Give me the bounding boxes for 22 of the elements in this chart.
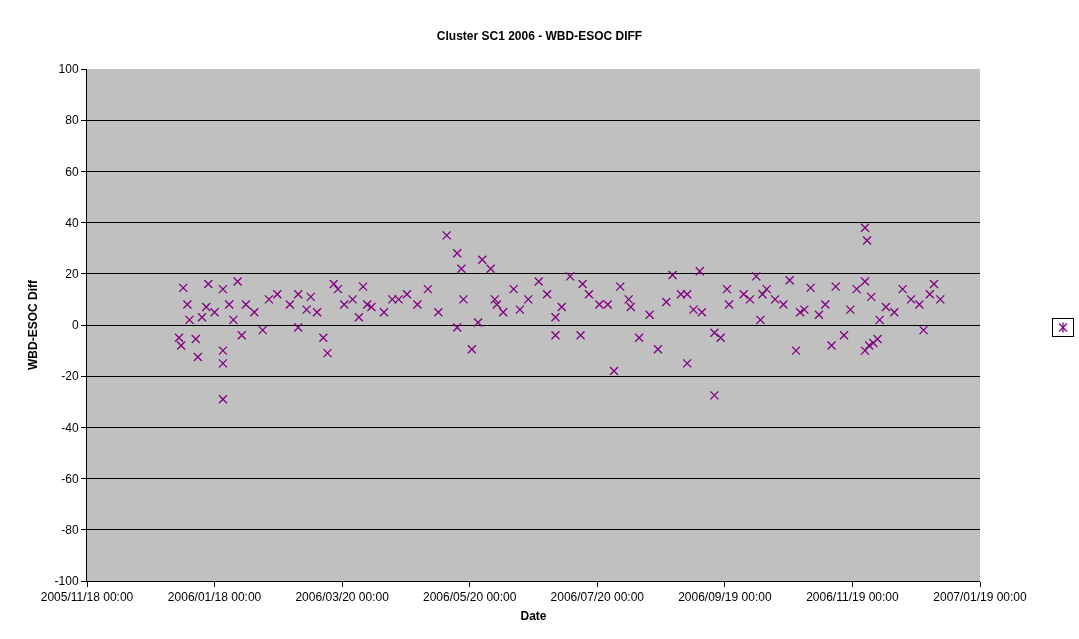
x-axis-title: Date bbox=[520, 609, 547, 624]
x-tick-label: 2006/09/19 00:00 bbox=[678, 590, 772, 605]
x-tick-label: 2006/05/20 00:00 bbox=[423, 590, 517, 605]
x-tick-label: 2005/11/18 00:00 bbox=[40, 590, 134, 605]
y-tick-label: -100 bbox=[54, 574, 79, 589]
y-tick-label: 100 bbox=[58, 62, 79, 77]
chart-title: Cluster SC1 2006 - WBD-ESOC DIFF bbox=[436, 29, 643, 44]
x-tick-label: 2006/11/19 00:00 bbox=[806, 590, 900, 605]
y-tick-label: 80 bbox=[65, 113, 79, 128]
y-tick-label: 20 bbox=[65, 267, 79, 281]
y-tick-label: 0 bbox=[71, 318, 79, 333]
x-tick-label: 2006/03/20 00:00 bbox=[295, 590, 390, 605]
x-tick-label: 2006/07/20 00:00 bbox=[550, 590, 645, 605]
y-tick-label: -40 bbox=[61, 420, 79, 435]
y-tick-label: -20 bbox=[61, 369, 79, 384]
x-tick-label: 2006/01/18 00:00 bbox=[167, 590, 262, 605]
y-tick-label: 40 bbox=[65, 215, 79, 230]
y-tick-label: -80 bbox=[61, 523, 79, 537]
y-tick-label: -60 bbox=[61, 471, 79, 486]
x-tick-label: 2007/01/19 00:00 bbox=[933, 590, 1028, 605]
y-axis-title: WBD-ESOC Diff bbox=[25, 279, 40, 370]
y-tick-label: 60 bbox=[65, 164, 79, 179]
